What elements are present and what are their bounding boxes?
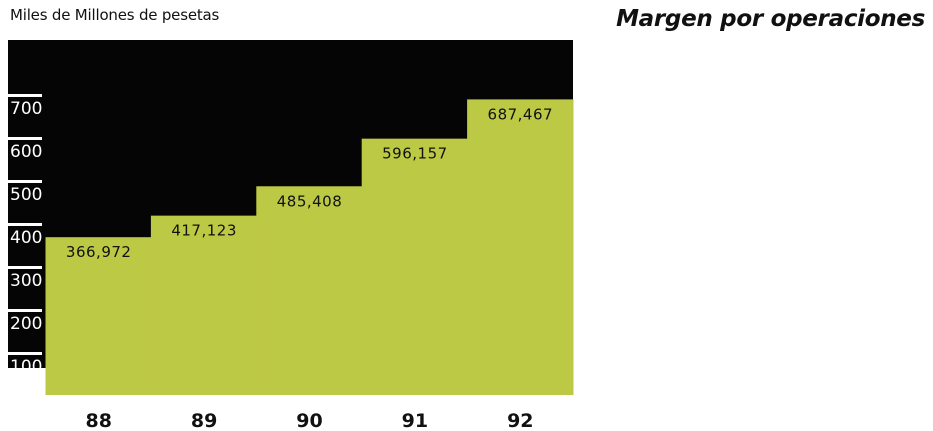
y-tick-label: 500 (10, 185, 42, 205)
y-tick-mark (8, 180, 42, 183)
chart-title: Margen por operaciones (616, 6, 925, 32)
y-tick-mark (8, 137, 42, 140)
y-tick-label: 600 (10, 142, 42, 162)
x-tick-label: 89 (191, 410, 217, 431)
y-tick-mark (8, 94, 42, 97)
data-label: 366,972 (66, 243, 132, 261)
y-tick-label: 400 (10, 228, 42, 248)
data-label: 485,408 (277, 192, 343, 210)
y-tick-mark (8, 223, 42, 226)
x-tick-label: 91 (402, 410, 428, 431)
bar (150, 215, 258, 395)
x-tick-label: 92 (507, 410, 533, 431)
y-tick-label: 100 (10, 357, 42, 377)
y-axis-label: Miles de Millones de pesetas (10, 6, 220, 24)
y-tick-mark (8, 352, 42, 355)
y-tick-mark (8, 266, 42, 269)
data-label: 687,467 (488, 105, 554, 123)
x-tick-label: 90 (296, 410, 322, 431)
y-tick-mark (8, 309, 42, 312)
bar (45, 237, 152, 395)
x-tick-label: 88 (85, 410, 111, 431)
y-tick-label: 700 (10, 99, 42, 119)
data-label: 596,157 (382, 145, 448, 163)
bar (256, 186, 363, 395)
y-tick-label: 200 (10, 314, 42, 334)
data-label: 417,123 (171, 222, 237, 240)
bar (467, 99, 574, 395)
y-tick-label: 300 (10, 271, 42, 291)
bar (361, 138, 469, 395)
